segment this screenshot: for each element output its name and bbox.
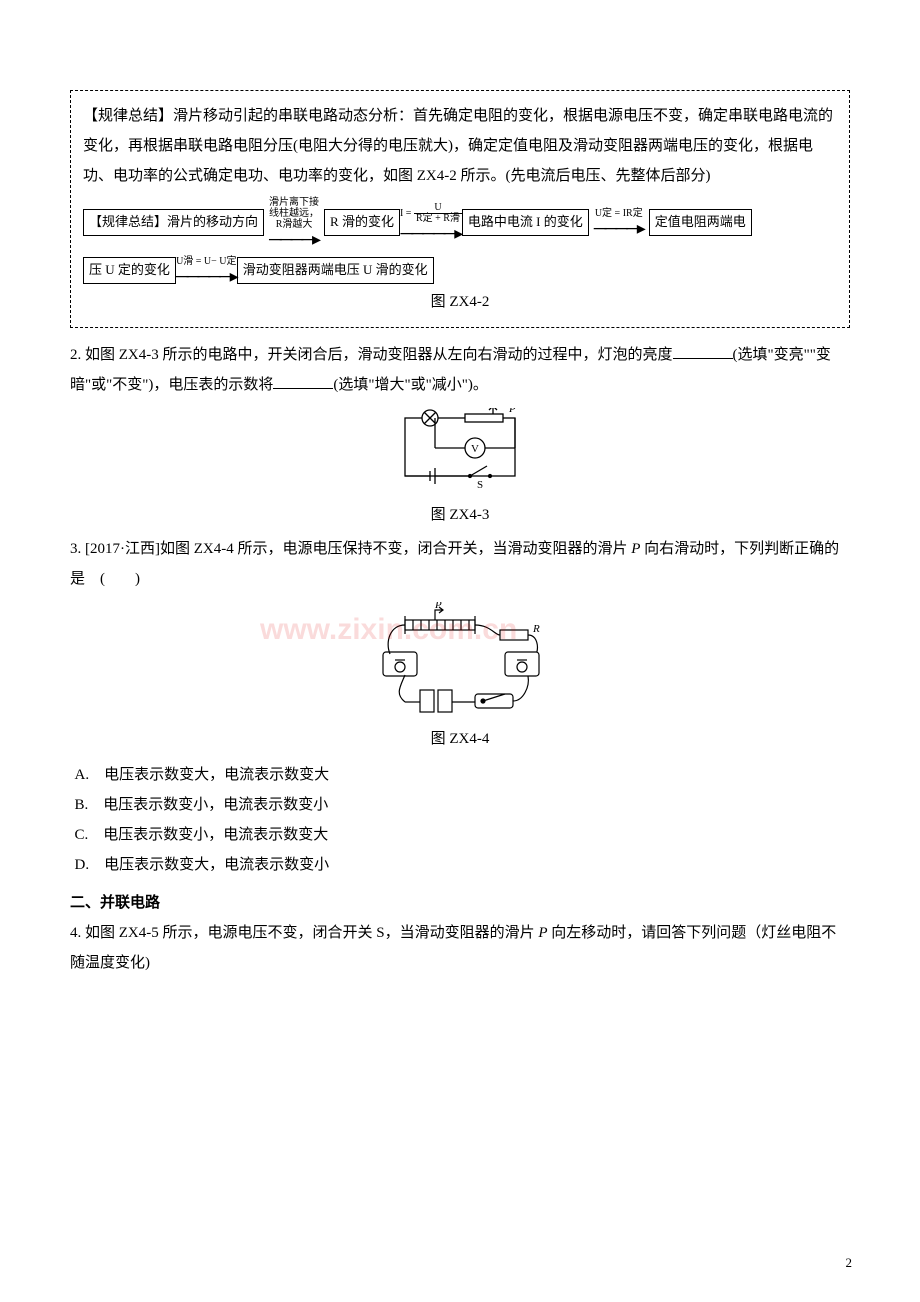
q3-option-C: C. 电压表示数变小，电流表示数变大	[75, 820, 851, 850]
q3-options: A. 电压表示数变大，电流表示数变大 B. 电压表示数变小，电流表示数变小 C.…	[70, 760, 850, 880]
q3-circuit: P R	[70, 602, 850, 722]
flow-box-5: 滑动变阻器两端电压 U 滑的变化	[237, 257, 434, 283]
flow-box-1-text: 滑片的移动方向	[167, 214, 258, 229]
circuit-label-P: P	[508, 408, 516, 415]
circuit-label-V: V	[471, 443, 479, 455]
circuit-label-P: P	[434, 602, 442, 611]
q3-text-a: 3. [2017·江西]如图 ZX4-4 所示，电源电压保持不变，闭合开关，当滑…	[70, 541, 631, 557]
q2-blank-2	[273, 374, 333, 389]
circuit-label-S: S	[477, 479, 483, 491]
section-2-heading: 二、并联电路	[70, 888, 850, 918]
flow-row-2: 压 U 定的变化 U滑 = U− U定 ─────▸ 滑动变阻器两端电压 U 滑…	[83, 256, 837, 285]
page-number: 2	[846, 1250, 853, 1276]
rule-body-text: 滑片移动引起的串联电路动态分析：首先确定电阻的变化，根据电源电压不变，确定串联电…	[83, 108, 833, 184]
rule-heading: 【规律总结】	[83, 108, 173, 124]
q4-text-a: 4. 如图 ZX4-5 所示，电源电压不变，闭合开关 S，当滑动变阻器的滑片	[70, 925, 538, 941]
circuit-label-R: R	[532, 623, 540, 635]
q2-circuit: P V S	[70, 408, 850, 498]
q2-text-a: 2. 如图 ZX4-3 所示的电路中，开关闭合后，滑动变阻器从左向右滑动的过程中…	[70, 347, 673, 363]
q3-option-D: D. 电压表示数变大，电流表示数变小	[75, 850, 851, 880]
flow-box-4a: 定值电阻两端电	[649, 209, 752, 235]
q3-option-B: B. 电压表示数变小，电流表示数变小	[75, 790, 851, 820]
flow-box-2: R 滑的变化	[324, 209, 400, 235]
flow-arrow-4: U滑 = U− U定 ─────▸	[176, 256, 237, 285]
flow-arrow-1: 滑片离下接 线柱越远， R滑越大 ────▸	[264, 197, 324, 248]
q3-text: 3. [2017·江西]如图 ZX4-4 所示，电源电压保持不变，闭合开关，当滑…	[70, 534, 850, 594]
flow-arrow-3: U定 = IR定 ────▸	[589, 208, 649, 237]
flow-arrow-2: I = U R定 + R滑 ─────▸	[400, 203, 462, 242]
q2-text-c: (选填"增大"或"减小")。	[333, 377, 487, 393]
arrow-icon: ─────▸	[176, 267, 237, 285]
rule-body: 【规律总结】滑片移动引起的串联电路动态分析：首先确定电阻的变化，根据电源电压不变…	[83, 101, 837, 191]
q2-blank-1	[673, 344, 733, 359]
flow-caption: 图 ZX4-2	[83, 287, 837, 317]
arrow-icon: ─────▸	[401, 224, 462, 242]
flow-box-1: 【规律总结】滑片的移动方向	[83, 209, 264, 235]
flow-box-1-prefix: 【规律总结】	[89, 214, 167, 229]
q2-fig-caption: 图 ZX4-3	[70, 500, 850, 530]
arrow-icon: ────▸	[594, 219, 644, 237]
flow-arrow-1-label1: 滑片离下接	[269, 197, 319, 208]
flow-arrow-1-label2: 线柱越远，	[269, 208, 319, 219]
q4-text-p: P	[538, 925, 547, 941]
q4-text: 4. 如图 ZX4-5 所示，电源电压不变，闭合开关 S，当滑动变阻器的滑片 P…	[70, 918, 850, 978]
rule-summary-box: 【规律总结】滑片移动引起的串联电路动态分析：首先确定电阻的变化，根据电源电压不变…	[70, 90, 850, 328]
q2-text: 2. 如图 ZX4-3 所示的电路中，开关闭合后，滑动变阻器从左向右滑动的过程中…	[70, 340, 850, 400]
flow-arrow-2-formula: I = U R定 + R滑	[400, 203, 462, 224]
arrow-icon: ────▸	[269, 230, 319, 248]
flow-box-4b: 压 U 定的变化	[83, 257, 176, 283]
flow-row-1: 【规律总结】滑片的移动方向 滑片离下接 线柱越远， R滑越大 ────▸ R 滑…	[83, 197, 837, 248]
circuit-zx4-4-icon: P R	[365, 602, 555, 722]
circuit-zx4-3-icon: P V S	[375, 408, 545, 498]
q3-option-A: A. 电压表示数变大，电流表示数变大	[75, 760, 851, 790]
arrow2-lhs: I =	[400, 208, 411, 219]
flow-box-3: 电路中电流 I 的变化	[462, 209, 589, 235]
q3-fig-caption: 图 ZX4-4	[70, 724, 850, 754]
